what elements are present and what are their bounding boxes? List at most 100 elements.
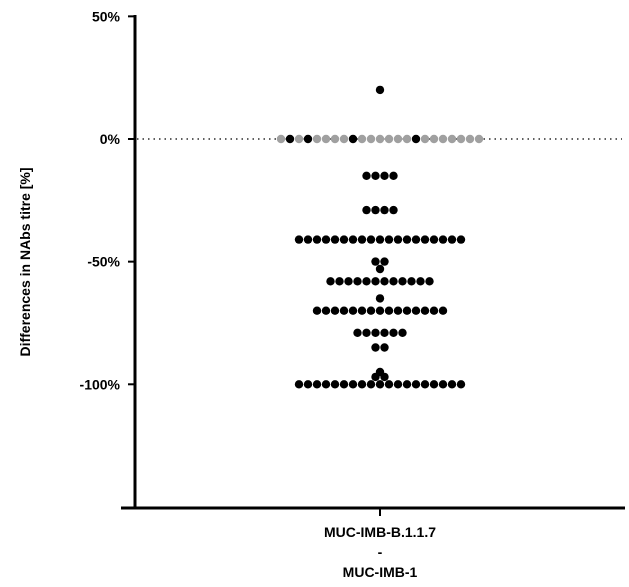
data-point — [366, 380, 376, 389]
data-point — [353, 328, 362, 337]
data-point — [380, 328, 389, 337]
data-point — [357, 235, 367, 244]
data-point — [384, 380, 394, 389]
data-point — [294, 134, 304, 144]
x-axis — [121, 506, 625, 516]
data-point — [465, 134, 475, 144]
data-point — [335, 277, 344, 286]
data-point — [303, 380, 313, 389]
data-point — [375, 294, 385, 303]
data-point — [303, 134, 313, 144]
data-point — [456, 380, 466, 389]
data-point — [429, 235, 439, 244]
data-point — [321, 134, 331, 144]
data-point — [447, 134, 457, 144]
data-point — [393, 380, 403, 389]
data-point — [456, 134, 466, 144]
data-point — [375, 264, 385, 274]
data-point — [371, 328, 380, 337]
data-point — [438, 235, 448, 244]
data-point — [371, 343, 380, 352]
data-point — [429, 380, 439, 389]
data-point — [420, 235, 430, 244]
data-point — [348, 134, 358, 144]
data-point — [429, 306, 439, 315]
data-point — [384, 134, 394, 144]
data-point — [321, 306, 331, 315]
data-point — [402, 380, 412, 389]
data-point — [380, 171, 389, 180]
data-point — [312, 380, 322, 389]
data-point — [447, 235, 457, 244]
data-point — [375, 235, 385, 244]
data-point — [371, 205, 380, 215]
data-point — [285, 134, 295, 144]
data-point — [398, 328, 407, 337]
data-point — [393, 134, 403, 144]
data-point — [357, 306, 367, 315]
data-point — [326, 277, 335, 286]
data-point — [348, 235, 358, 244]
data-point — [380, 343, 389, 352]
data-point — [384, 306, 394, 315]
data-point — [411, 380, 421, 389]
x-category-label: - — [378, 544, 383, 560]
data-point — [380, 205, 389, 215]
data-point — [371, 257, 380, 266]
data-point — [312, 134, 322, 144]
data-point — [362, 205, 371, 215]
data-point — [438, 134, 448, 144]
data-point — [375, 306, 385, 315]
data-point — [407, 277, 416, 286]
data-point — [321, 235, 331, 244]
data-point — [375, 134, 385, 144]
data-point — [353, 277, 362, 286]
data-point — [384, 235, 394, 244]
data-point — [425, 277, 434, 286]
data-point — [389, 277, 398, 286]
data-point — [371, 372, 380, 382]
data-point — [380, 277, 389, 286]
data-point — [362, 171, 371, 180]
data-point — [362, 277, 371, 286]
data-point — [447, 380, 457, 389]
data-point — [411, 235, 421, 244]
data-point — [344, 277, 353, 286]
data-point — [357, 380, 367, 389]
data-point — [362, 328, 371, 337]
data-point — [294, 235, 304, 244]
data-point — [339, 380, 349, 389]
data-point — [456, 235, 466, 244]
y-axis-title: Differences in NAbs titre [%] — [17, 167, 33, 356]
data-point — [420, 380, 430, 389]
data-point — [339, 306, 349, 315]
data-point — [402, 134, 412, 144]
data-point — [375, 380, 385, 389]
y-tick-label: -100% — [80, 376, 121, 392]
data-point — [366, 235, 376, 244]
data-point — [380, 257, 389, 266]
data-point — [357, 134, 367, 144]
data-point — [330, 134, 340, 144]
data-point — [389, 171, 398, 180]
data-point — [389, 328, 398, 337]
data-point — [438, 306, 448, 315]
data-point — [371, 277, 380, 286]
data-point — [312, 235, 322, 244]
data-point — [339, 235, 349, 244]
data-point — [393, 306, 403, 315]
data-point — [366, 306, 376, 315]
y-tick-label: 0% — [100, 131, 121, 147]
data-point — [312, 306, 322, 315]
data-point — [474, 134, 484, 144]
data-point — [420, 134, 430, 144]
data-point — [420, 306, 430, 315]
data-point — [330, 380, 340, 389]
data-point — [366, 134, 376, 144]
y-tick-label: -50% — [87, 254, 120, 270]
data-point — [380, 372, 389, 382]
data-point — [330, 235, 340, 244]
data-point — [402, 235, 412, 244]
x-category-label: MUC-IMB-B.1.1.7 — [324, 524, 436, 540]
data-point — [389, 205, 398, 215]
